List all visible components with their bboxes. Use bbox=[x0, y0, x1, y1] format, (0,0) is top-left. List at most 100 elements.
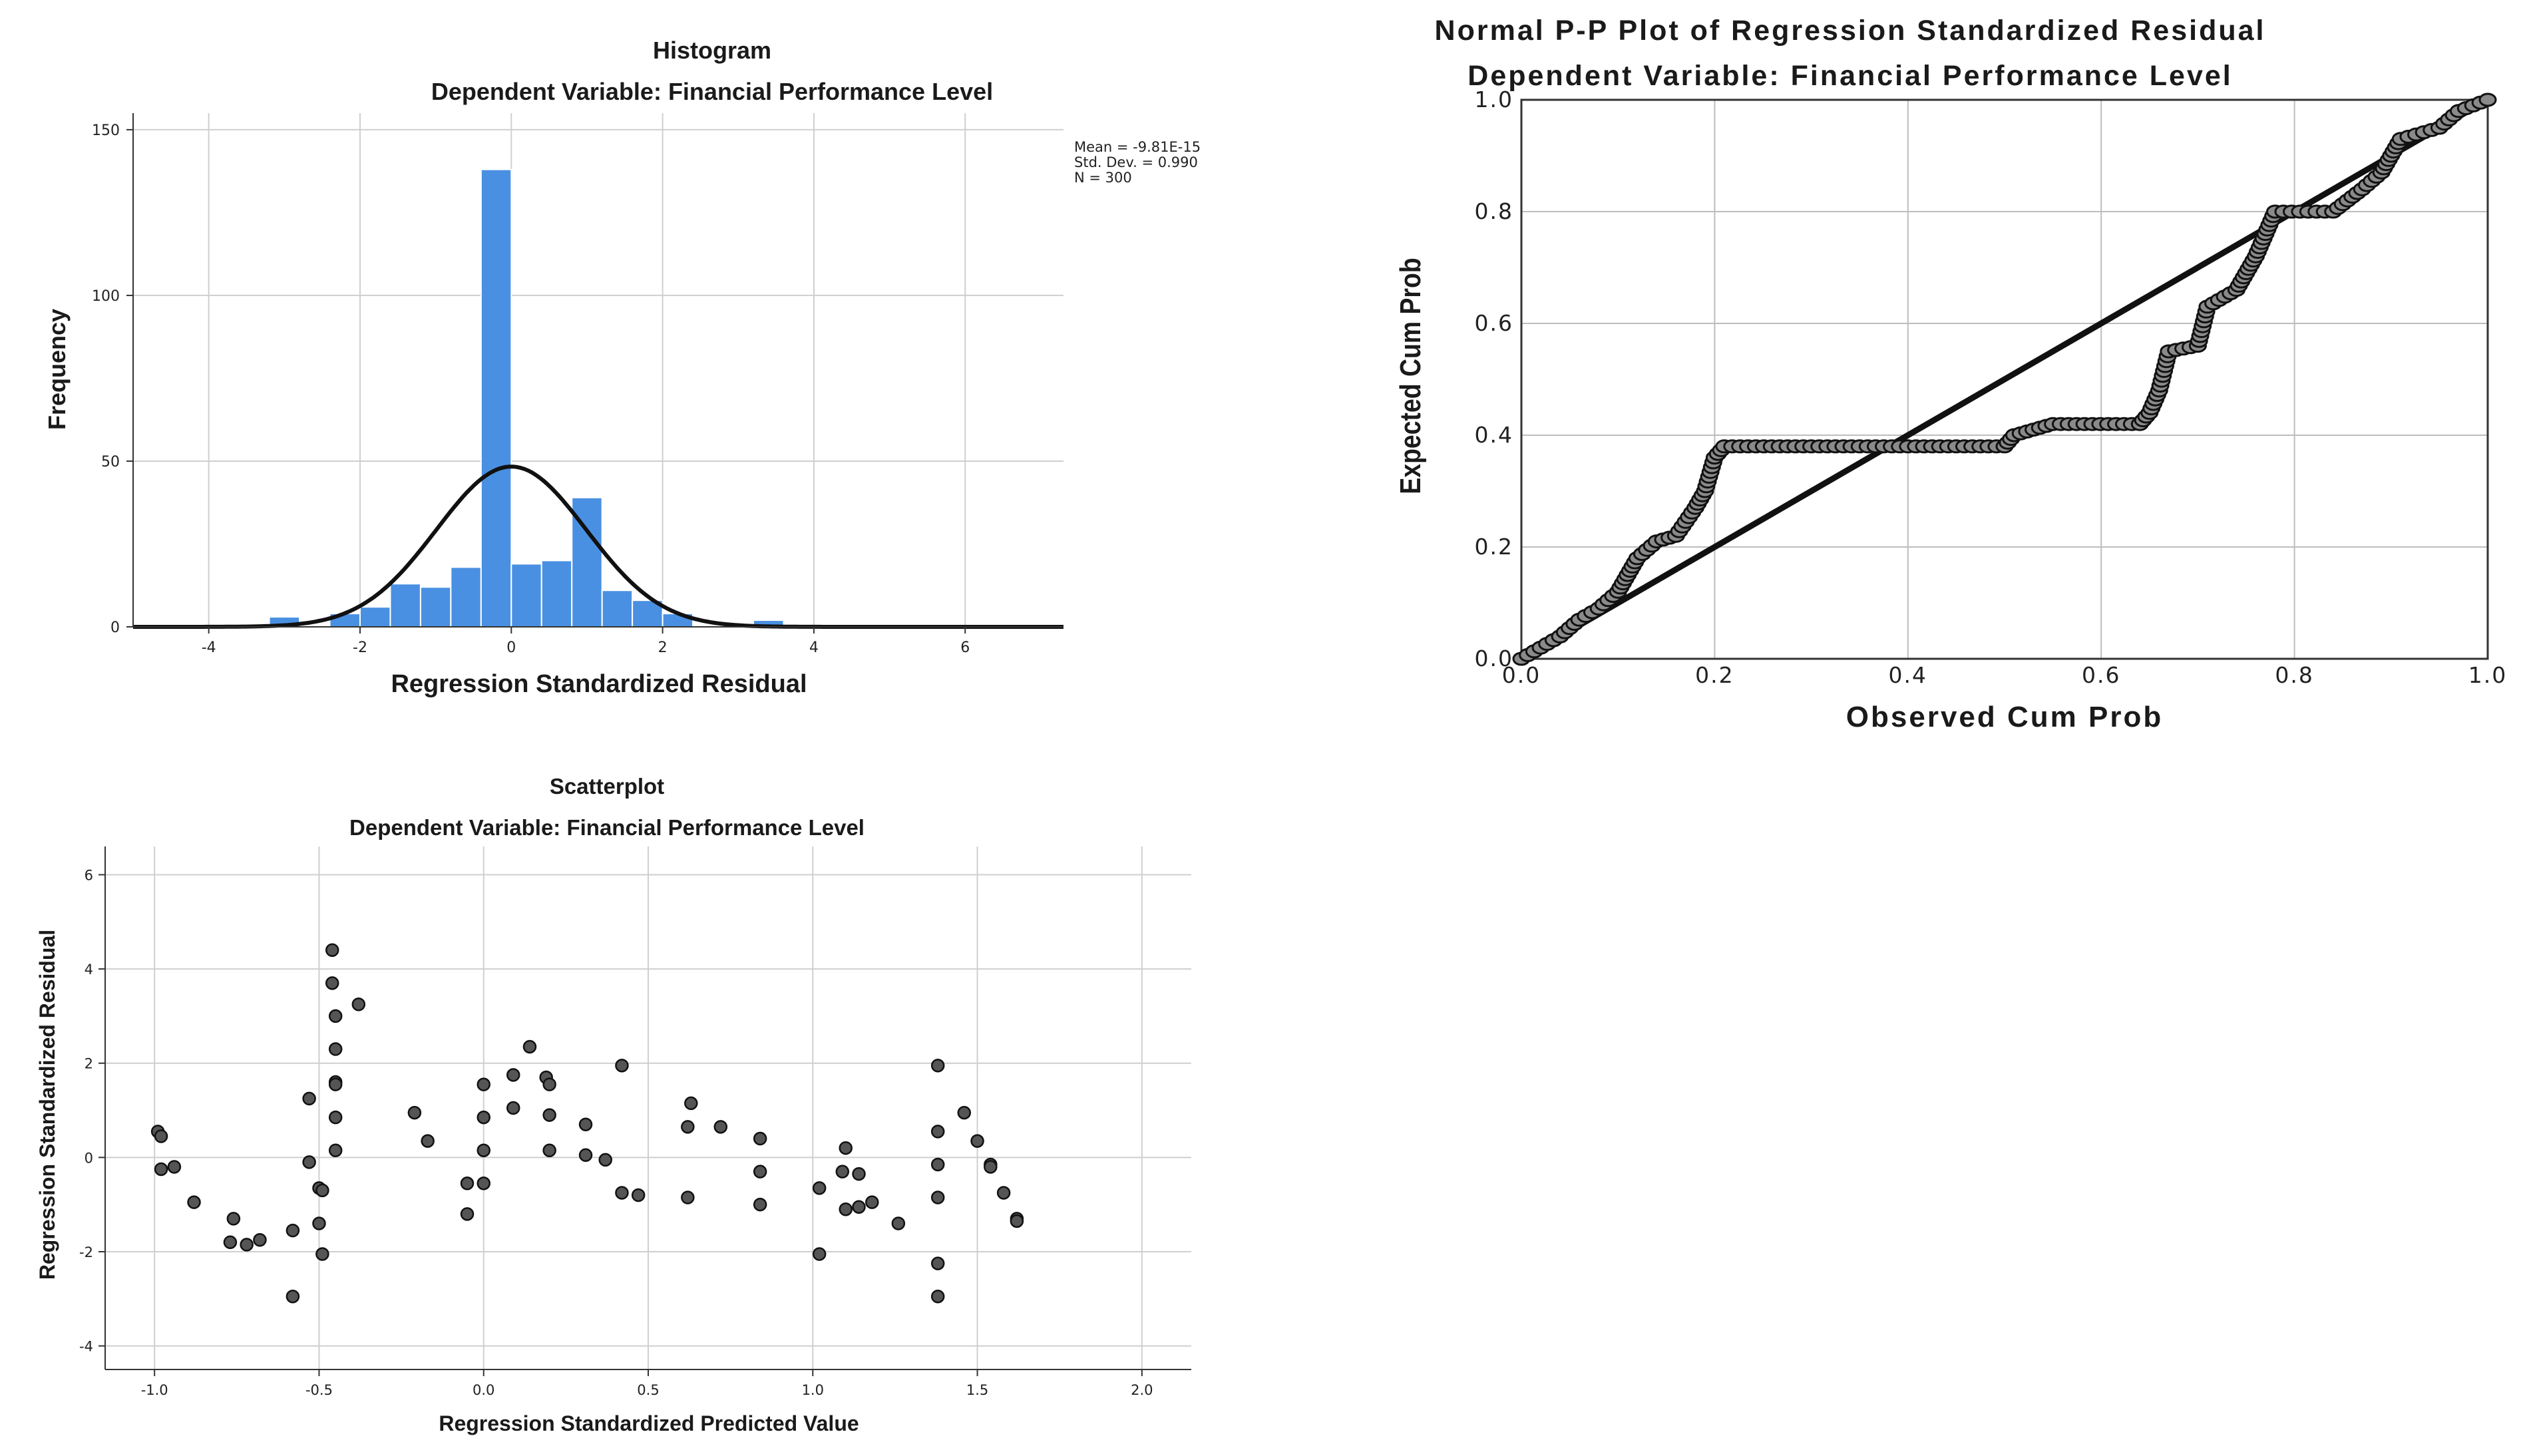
scatterplot-y-tick-label: 2 bbox=[85, 1056, 93, 1072]
scatterplot-point bbox=[477, 1110, 490, 1125]
scatterplot-point bbox=[506, 1101, 520, 1115]
scatterplot-gridlines bbox=[105, 846, 1191, 1369]
pp-plot-y-label: Expected Cum Prob bbox=[1394, 258, 1427, 494]
histogram-x-tick-label: -4 bbox=[202, 639, 216, 656]
scatterplot-x-tick-label: -0.5 bbox=[305, 1382, 333, 1398]
histogram-x-ticks: -4 -2 0 2 4 6 bbox=[202, 627, 970, 656]
pp-plot-x-tick-label: 0.4 bbox=[1889, 662, 1927, 688]
histogram-chart: Histogram Dependent Variable: Financial … bbox=[43, 37, 1201, 698]
scatterplot-y-tick-label: 0 bbox=[85, 1150, 93, 1166]
scatterplot-point bbox=[852, 1200, 866, 1214]
pp-plot-chart: Normal P-P Plot of Regression Standardiz… bbox=[1394, 15, 2506, 733]
scatterplot-x-label: Regression Standardized Predicted Value bbox=[439, 1411, 859, 1435]
histogram-bar bbox=[540, 560, 573, 628]
scatterplot-point bbox=[615, 1186, 629, 1200]
scatterplot-point bbox=[852, 1167, 866, 1181]
histogram-bar bbox=[510, 563, 542, 628]
scatterplot-point bbox=[351, 997, 366, 1011]
pp-plot-y-tick-label: 0.0 bbox=[1475, 645, 1513, 671]
scatterplot-y-tick-label: 4 bbox=[85, 962, 93, 978]
scatterplot-point bbox=[187, 1195, 201, 1209]
scatterplot-point bbox=[542, 1143, 556, 1157]
pp-plot-y-tick-label: 1.0 bbox=[1475, 87, 1513, 112]
histogram-x-tick-label: 2 bbox=[658, 639, 668, 656]
histogram-x-tick-label: 0 bbox=[506, 639, 516, 656]
scatterplot-point bbox=[542, 1108, 556, 1122]
scatterplot-point bbox=[835, 1165, 850, 1179]
scatterplot-y-tick-label: 6 bbox=[85, 867, 93, 883]
scatterplot-point bbox=[460, 1177, 475, 1190]
pp-plot-x-label: Observed Cum Prob bbox=[1846, 701, 2163, 733]
scatterplot-point bbox=[984, 1160, 998, 1174]
scatterplot-points bbox=[150, 943, 1024, 1304]
scatterplot-point bbox=[286, 1289, 300, 1304]
scatterplot-point bbox=[253, 1233, 267, 1247]
scatterplot-x-ticks: -1.0 -0.5 0.0 0.5 1.0 1.5 2.0 bbox=[141, 1369, 1153, 1398]
scatterplot-point bbox=[506, 1068, 520, 1082]
scatterplot-point bbox=[713, 1120, 728, 1134]
histogram-y-tick-label: 150 bbox=[92, 122, 120, 139]
scatterplot-point bbox=[930, 1256, 945, 1270]
scatterplot-point bbox=[154, 1162, 168, 1177]
scatterplot-x-tick-label: 1.5 bbox=[966, 1382, 988, 1398]
scatterplot-point bbox=[812, 1181, 827, 1195]
pp-plot-y-tick-label: 0.6 bbox=[1475, 310, 1513, 336]
scatterplot-point bbox=[598, 1153, 612, 1167]
scatterplot-title: Scatterplot bbox=[550, 774, 664, 799]
scatterplot-point bbox=[812, 1247, 827, 1261]
histogram-bar bbox=[419, 586, 452, 628]
scatterplot-point bbox=[302, 1155, 316, 1169]
scatterplot-point bbox=[1010, 1214, 1024, 1228]
histogram-y-tick-label: 0 bbox=[110, 620, 120, 636]
pp-plot-y-tick-label: 0.8 bbox=[1475, 198, 1513, 224]
scatterplot-point bbox=[930, 1125, 945, 1139]
scatterplot-point bbox=[328, 1009, 343, 1023]
scatterplot-point bbox=[930, 1059, 945, 1073]
histogram-stat-sd: Std. Dev. = 0.990 bbox=[1074, 154, 1198, 170]
pp-plot-x-tick-label: 0.6 bbox=[2082, 662, 2120, 688]
histogram-bar bbox=[450, 566, 482, 628]
scatterplot-point bbox=[578, 1148, 593, 1163]
scatterplot-point bbox=[681, 1120, 695, 1134]
histogram-x-tick-label: -2 bbox=[353, 639, 367, 656]
histogram-y-tick-label: 100 bbox=[92, 288, 120, 305]
scatterplot-point bbox=[223, 1235, 238, 1250]
scatterplot-point bbox=[154, 1129, 168, 1143]
scatterplot-point bbox=[477, 1177, 490, 1190]
histogram-bars bbox=[268, 168, 785, 628]
scatterplot-point bbox=[302, 1091, 316, 1106]
scatterplot-point bbox=[930, 1157, 945, 1172]
scatterplot-point bbox=[970, 1134, 984, 1148]
pp-plot-frame bbox=[1520, 98, 2489, 660]
pp-plot-subtitle: Dependent Variable: Financial Performanc… bbox=[1467, 60, 2232, 92]
scatterplot-point bbox=[681, 1190, 695, 1204]
scatterplot-point bbox=[421, 1134, 435, 1148]
scatterplot-point bbox=[477, 1143, 490, 1157]
histogram-bar bbox=[389, 583, 421, 628]
scatterplot-point bbox=[328, 1077, 343, 1091]
scatterplot-point bbox=[226, 1212, 241, 1226]
scatterplot-point bbox=[328, 1042, 343, 1056]
histogram-x-tick-label: 6 bbox=[960, 639, 970, 656]
histogram-x-tick-label: 4 bbox=[809, 639, 819, 656]
scatterplot-point bbox=[325, 943, 339, 958]
scatterplot-point bbox=[930, 1190, 945, 1204]
scatterplot-subtitle: Dependent Variable: Financial Performanc… bbox=[349, 815, 865, 840]
pp-plot-x-tick-label: 0.0 bbox=[1502, 662, 1541, 688]
scatterplot-point bbox=[684, 1096, 698, 1111]
scatterplot-point bbox=[865, 1195, 879, 1209]
scatterplot-point bbox=[753, 1131, 767, 1146]
scatterplot-point bbox=[522, 1039, 537, 1054]
scatterplot-point bbox=[930, 1289, 945, 1304]
pp-plot-x-tick-label: 0.2 bbox=[1695, 662, 1734, 688]
pp-plot-x-tick-label: 0.8 bbox=[2275, 662, 2313, 688]
scatterplot-point bbox=[167, 1160, 182, 1174]
scatterplot-y-ticks: -4 -2 0 2 4 6 bbox=[79, 867, 105, 1355]
histogram-stat-mean: Mean = -9.81E-15 bbox=[1074, 139, 1201, 155]
pp-plot-y-tick-label: 0.2 bbox=[1475, 534, 1513, 560]
histogram-y-tick-label: 50 bbox=[101, 454, 120, 470]
scatterplot-chart: Scatterplot Dependent Variable: Financia… bbox=[35, 774, 1191, 1435]
scatterplot-y-tick-label: -2 bbox=[79, 1244, 93, 1260]
scatterplot-point bbox=[328, 1143, 343, 1157]
scatterplot-point bbox=[957, 1105, 972, 1120]
